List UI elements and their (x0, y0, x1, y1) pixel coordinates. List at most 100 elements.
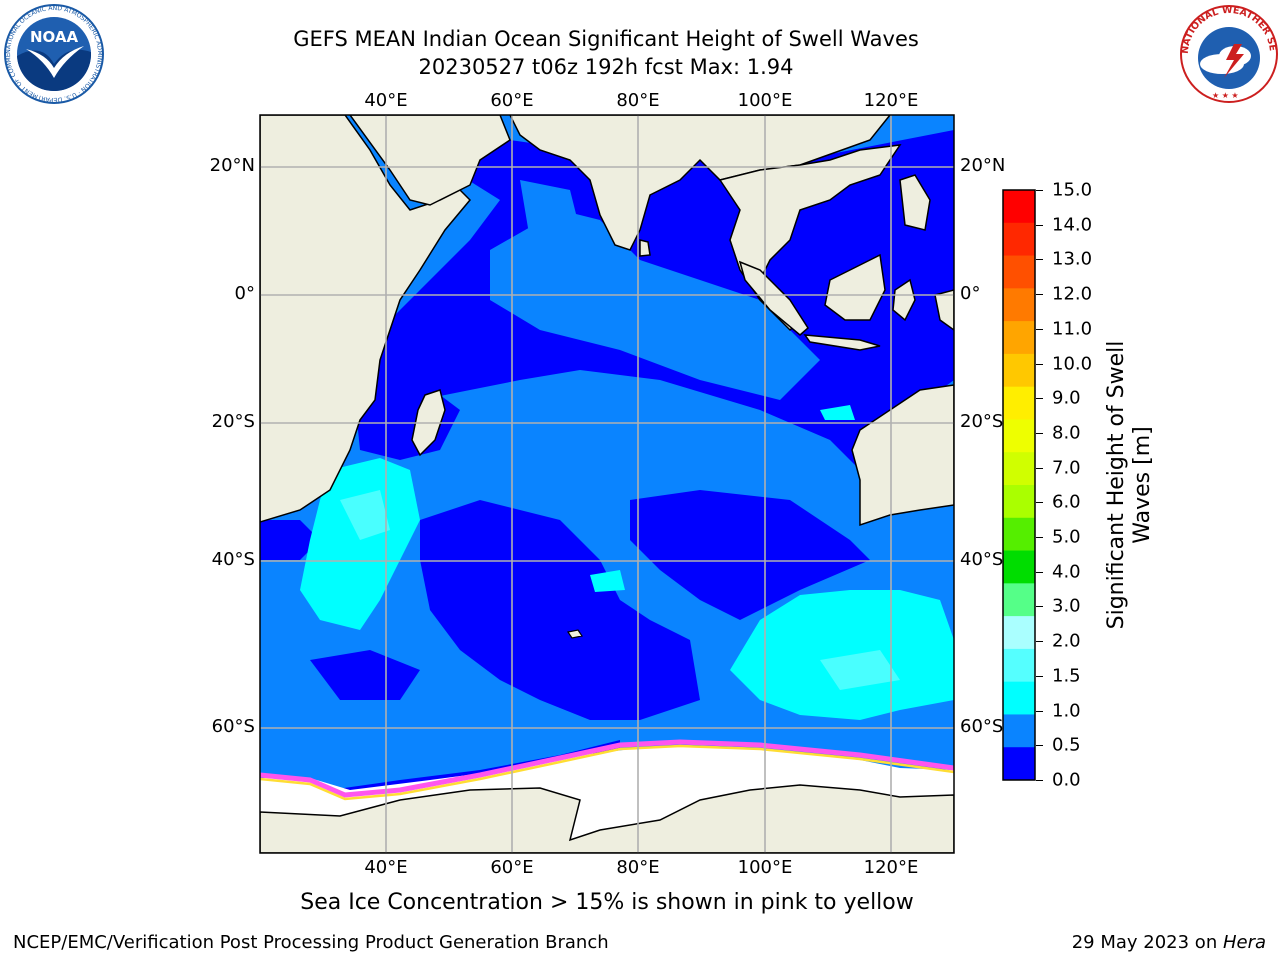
colorbar-segment (1003, 353, 1035, 388)
colorbar-tick-mark (1036, 675, 1043, 677)
colorbar-segment (1003, 714, 1035, 748)
lat-tick-right: 60°S (960, 716, 1004, 737)
colorbar-tick-label: 9.0 (1052, 387, 1081, 409)
lon-tick-top: 60°E (490, 90, 534, 111)
colorbar-tick-label: 12.0 (1052, 283, 1093, 305)
lon-tick-top: 120°E (863, 90, 919, 111)
java-land (803, 334, 881, 351)
colorbar-label-line1: Significant Height of Swell (1104, 340, 1129, 630)
colorbar-segment (1003, 747, 1035, 781)
colorbar-tick-mark (1036, 745, 1043, 747)
colorbar-tick-label: 5.0 (1052, 526, 1081, 548)
colorbar-segment (1003, 648, 1035, 683)
lon-tick-top: 100°E (737, 90, 793, 111)
chart-title: GEFS MEAN Indian Ocean Significant Heigh… (293, 27, 919, 51)
lon-tick-bottom: 120°E (863, 857, 919, 878)
footer-date: 29 May 2023 on Hera (1072, 932, 1266, 953)
colorbar-tick-mark (1036, 641, 1043, 643)
lon-tick-top: 40°E (364, 90, 408, 111)
colorbar-segment (1003, 550, 1035, 584)
lon-tick-bottom: 100°E (737, 857, 793, 878)
colorbar-segment (1003, 583, 1035, 617)
colorbar-segment (1003, 452, 1035, 486)
colorbar-tick-label: 0.5 (1052, 734, 1081, 756)
colorbar-segment (1003, 419, 1035, 453)
lat-tick-left: 60°S (211, 716, 255, 737)
map-gridlines (260, 115, 954, 853)
colorbar-segment (1003, 386, 1035, 420)
colorbar-label-line2: Waves [m] (1130, 426, 1155, 544)
sulawesi-land (892, 278, 916, 322)
philippines-land (899, 174, 931, 231)
colorbar-segment (1003, 190, 1035, 224)
arabia-land (349, 115, 511, 206)
borneo-land (824, 253, 886, 321)
colorbar-tick-label: 1.0 (1052, 700, 1081, 722)
lat-tick-left: 40°S (211, 549, 255, 570)
swell-band-high (300, 405, 954, 720)
colorbar-tick-mark (1036, 294, 1043, 296)
swell-band-top (340, 490, 900, 690)
noaa-logo-text: NOAA (30, 28, 79, 46)
lat-tick-right: 20°N (960, 155, 1006, 176)
sri-lanka-land (639, 239, 651, 257)
colorbar-tick-mark (1036, 190, 1043, 191)
new-guinea-land (934, 289, 954, 331)
kerguelen-island (567, 629, 583, 639)
colorbar-segment (1003, 321, 1035, 355)
noaa-logo: NATIONAL OCEANIC AND ATMOSPHERIC ADMINIS… (2, 4, 104, 104)
colorbar-segment (1003, 485, 1035, 519)
colorbar-tick-mark (1036, 467, 1043, 469)
colorbar-tick-mark (1036, 571, 1043, 573)
colorbar-tick-mark (1036, 502, 1043, 504)
footer-date-text: 29 May 2023 on (1071, 932, 1223, 953)
colorbar-tick-label: 10.0 (1052, 353, 1093, 375)
swell-band-mid-patches (490, 180, 820, 400)
lat-tick-left: 0° (234, 283, 255, 304)
australia-land (851, 384, 954, 527)
colorbar-segment (1003, 288, 1035, 322)
lat-tick-left: 20°S (211, 411, 255, 432)
colorbar-tick-label: 1.5 (1052, 665, 1081, 687)
colorbar-tick-mark (1036, 710, 1043, 712)
colorbar-tick-label: 0.0 (1052, 769, 1081, 791)
colorbar-tick-label: 4.0 (1052, 561, 1081, 583)
lat-tick-right: 0° (960, 283, 981, 304)
lat-tick-right: 20°S (960, 411, 1004, 432)
footer-credit: NCEP/EMC/Verification Post Processing Pr… (13, 932, 609, 953)
colorbar-tick-label: 3.0 (1052, 595, 1081, 617)
lon-tick-bottom: 80°E (616, 857, 660, 878)
colorbar-tick-mark (1036, 398, 1043, 400)
colorbar-tick-mark (1036, 363, 1043, 365)
map-frame (259, 114, 955, 854)
colorbar-tick-label: 11.0 (1052, 318, 1093, 340)
colorbar-segment (1003, 681, 1035, 715)
sea-ice-edge-yellow (260, 744, 954, 801)
footer-machine: Hera (1222, 932, 1266, 953)
colorbar-tick-label: 13.0 (1052, 248, 1093, 270)
colorbar-segment (1003, 222, 1035, 257)
lat-tick-right: 40°S (960, 549, 1004, 570)
colorbar-tick-mark (1036, 537, 1043, 539)
sea-ice-edge (260, 739, 954, 798)
colorbar-tick-mark (1036, 780, 1043, 781)
india-land (509, 115, 891, 251)
svg-text:★ ★ ★: ★ ★ ★ (1212, 91, 1239, 100)
antarctica-land (260, 784, 954, 853)
chart-subtitle: 20230527 t06z 192h fcst Max: 1.94 (418, 55, 794, 79)
colorbar (1002, 189, 1036, 781)
colorbar-segment (1003, 517, 1035, 552)
colorbar-tick-label: 6.0 (1052, 491, 1081, 513)
lon-tick-bottom: 40°E (364, 857, 408, 878)
colorbar-tick-mark (1036, 328, 1043, 330)
colorbar-segment (1003, 255, 1035, 289)
colorbar-label: Significant Height of Swell Waves [m] (1104, 341, 1156, 630)
colorbar-border (1002, 189, 1036, 781)
africa-land (260, 115, 472, 523)
colorbar-tick-label: 8.0 (1052, 422, 1081, 444)
colorbar-tick-mark (1036, 606, 1043, 608)
colorbar-tick-mark (1036, 224, 1043, 226)
colorbar-tick-label: 7.0 (1052, 457, 1081, 479)
colorbar-tick-mark (1036, 432, 1043, 434)
